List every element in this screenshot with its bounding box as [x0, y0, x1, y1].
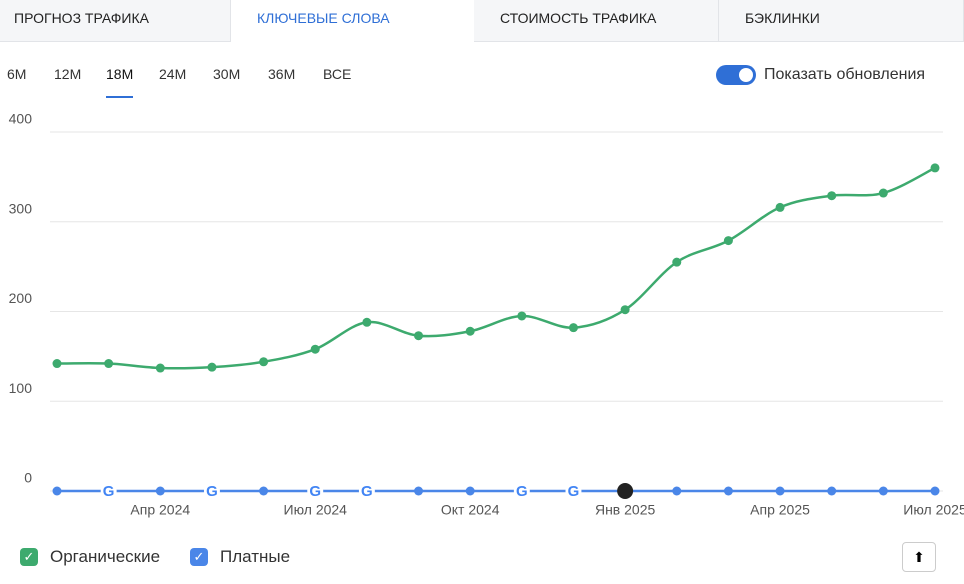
point	[104, 359, 114, 369]
point	[723, 486, 733, 496]
period[interactable]: ВСЕ	[323, 66, 352, 82]
tab[interactable]: ПРОГНОЗ ТРАФИКА	[0, 0, 231, 42]
point	[672, 257, 682, 267]
update-icon: G	[568, 483, 580, 500]
y-tick-label: 400	[9, 111, 33, 127]
point	[414, 331, 424, 341]
checkbox[interactable]: ✓	[20, 548, 38, 566]
period[interactable]: 36M	[268, 66, 296, 82]
point	[620, 305, 630, 315]
y-tick-label: 200	[9, 290, 33, 306]
y-tick-label: 100	[9, 380, 33, 396]
update-icon: G	[516, 483, 528, 500]
point	[207, 362, 217, 372]
period-underline	[106, 96, 133, 98]
period[interactable]: 6M	[7, 66, 27, 82]
legend-item[interactable]: ✓ Органические	[20, 547, 160, 567]
point	[878, 486, 888, 496]
y-tick-label: 0	[24, 470, 32, 486]
update-icon: G	[309, 483, 321, 500]
x-tick-label: Июл 2024	[284, 502, 348, 518]
x-tick-label: Янв 2025	[595, 502, 656, 518]
period[interactable]: 18M	[106, 66, 134, 82]
point	[259, 486, 269, 496]
point	[568, 323, 578, 333]
update-icon: G	[361, 483, 373, 500]
legend-label: Платные	[220, 547, 291, 566]
point	[52, 359, 62, 369]
update-icon	[513, 483, 530, 499]
toggle[interactable]	[716, 65, 756, 85]
update-icon	[203, 483, 220, 499]
tab[interactable]: БЭКЛИНКИ	[718, 0, 964, 42]
update-icon	[100, 483, 117, 499]
legend-item[interactable]: ✓ Платные	[190, 547, 290, 567]
period[interactable]: 24M	[159, 66, 187, 82]
point	[827, 191, 837, 201]
x-tick-label: Апр 2025	[750, 502, 810, 518]
point	[775, 202, 785, 212]
point	[775, 486, 785, 496]
toggle-label: Показать обновления	[764, 66, 926, 83]
point	[465, 486, 475, 496]
x-tick-label: Окт 2024	[441, 502, 500, 518]
update-icon	[617, 483, 634, 499]
update-icon: G	[206, 483, 218, 500]
point	[155, 363, 165, 373]
x-tick-label: Июл 2025	[903, 502, 964, 518]
point	[310, 344, 320, 354]
legend-label: Органические	[50, 547, 161, 566]
point	[259, 357, 269, 367]
point	[517, 311, 527, 321]
update-icon	[358, 483, 375, 499]
point	[52, 486, 62, 496]
chart: 0 100 200 300 400 Апр 2024 Июл 2024 Окт 2024 Янв…	[9, 111, 964, 518]
update-icon	[565, 483, 582, 499]
export-button[interactable]: ⬆	[902, 542, 936, 572]
point	[930, 486, 940, 496]
point	[827, 486, 837, 496]
point	[723, 236, 733, 246]
tab-active[interactable]: КЛЮЧЕВЫЕ СЛОВА	[230, 0, 475, 42]
period[interactable]: 30M	[213, 66, 241, 82]
point	[465, 326, 475, 336]
point	[930, 163, 940, 173]
point	[878, 188, 888, 198]
checkbox[interactable]: ✓	[190, 548, 208, 566]
x-tick-label: Апр 2024	[130, 502, 190, 518]
update-icon	[307, 483, 324, 499]
point	[414, 486, 424, 496]
point	[672, 486, 682, 496]
update-icon: G	[103, 483, 115, 500]
y-tick-label: 300	[9, 200, 33, 216]
period[interactable]: 12M	[54, 66, 82, 82]
point	[362, 317, 372, 327]
point	[155, 486, 165, 496]
line	[56, 166, 936, 370]
